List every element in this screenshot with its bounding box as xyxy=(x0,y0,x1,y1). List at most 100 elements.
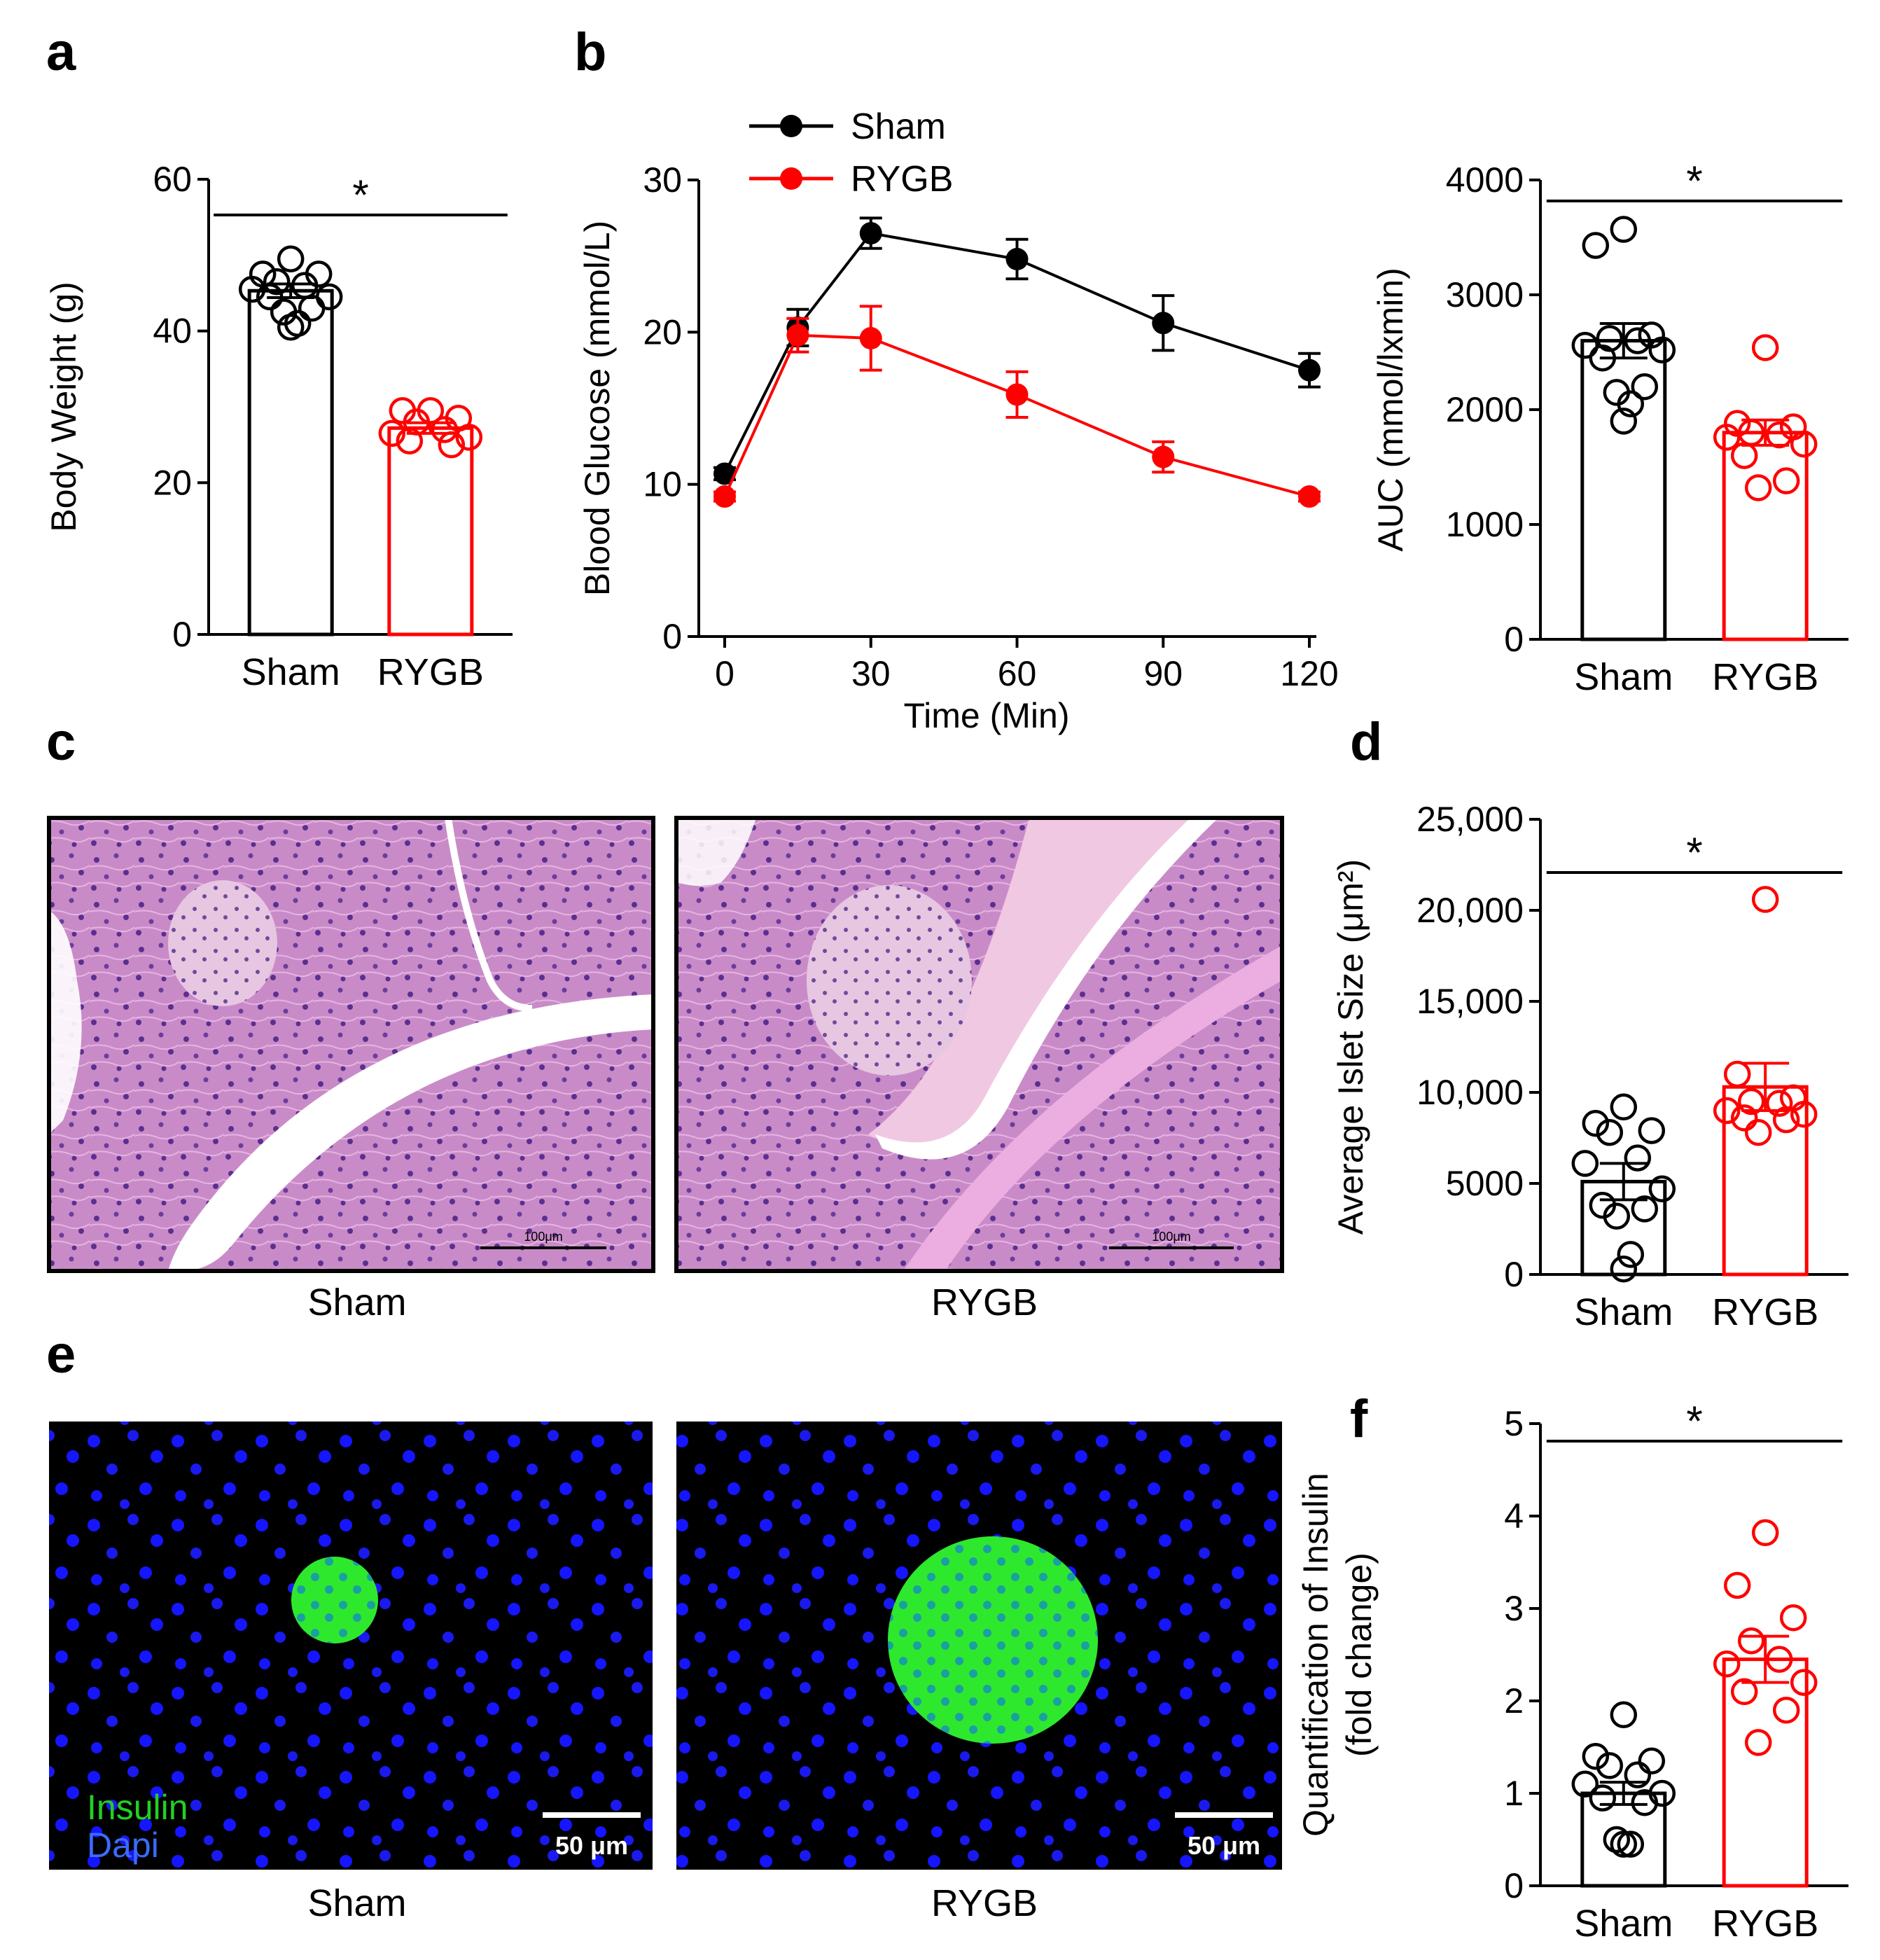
panel-letter-f: f xyxy=(1350,1389,1368,1449)
x-category-label: Sham xyxy=(1574,656,1673,698)
data-point-rygb xyxy=(1751,334,1779,361)
data-point-rygb xyxy=(1772,1106,1800,1134)
data-point-sham xyxy=(1624,1144,1652,1172)
data-point-sham xyxy=(1603,1826,1631,1854)
significance-star: * xyxy=(352,172,368,218)
data-point-rygb xyxy=(1730,1678,1758,1706)
caption-c-rygb: RYGB xyxy=(931,1281,1038,1323)
panel-letter-a: a xyxy=(46,22,76,82)
y-tick-label: 30 xyxy=(643,160,682,200)
chart-insulin-quant: 0 1 2 3 4 5 Sham RYGB * Quantification of Insulin… xyxy=(1296,1398,1848,1945)
bar-sham xyxy=(247,289,334,637)
scale-bar-if-rygb xyxy=(1175,1812,1273,1818)
y-tick-label: 20 xyxy=(643,312,682,352)
x-axis-label: Time (Min) xyxy=(903,696,1069,735)
legend-label-sham: Sham xyxy=(851,106,946,147)
he-image-sham: 100μm xyxy=(47,816,655,1273)
data-point-sham xyxy=(277,314,305,341)
data-point-sham xyxy=(1610,1701,1638,1729)
y-tick-label: 20 xyxy=(153,463,192,502)
panel-letter-c: c xyxy=(46,712,76,772)
data-point-rygb xyxy=(403,408,431,436)
scale-label-if-sham: 50 μm xyxy=(555,1831,628,1860)
data-point-sham xyxy=(1631,1195,1659,1223)
y-axis-label: Quantification of Insulin xyxy=(1296,1473,1335,1837)
islet-rygb-he xyxy=(807,885,972,1076)
data-point-sham xyxy=(277,245,305,272)
panel-letter-b: b xyxy=(574,22,606,82)
data-point-rygb xyxy=(786,324,809,347)
y-tick-label: 25,000 xyxy=(1416,800,1524,839)
y-axis-label: Blood Glucose (mmol/L) xyxy=(578,221,617,596)
legend-dapi: Dapi xyxy=(87,1826,159,1865)
data-point-rygb xyxy=(1737,1087,1765,1115)
data-point-rygb xyxy=(1790,430,1818,458)
data-point-rygb xyxy=(713,485,736,508)
data-point-rygb xyxy=(378,419,406,447)
bar-sham xyxy=(1580,339,1667,641)
data-point-sham xyxy=(1631,1788,1659,1816)
data-point-rygb xyxy=(1790,1669,1818,1696)
y-tick-label: 4000 xyxy=(1446,160,1524,200)
islet-sham-he xyxy=(168,880,277,1006)
data-point-rygb xyxy=(1713,1097,1741,1125)
y-tick-label: 2 xyxy=(1504,1681,1524,1721)
data-point-sham xyxy=(1631,373,1659,401)
data-point-rygb xyxy=(1744,1118,1772,1146)
data-point-rygb xyxy=(455,424,483,451)
data-point-sham xyxy=(1571,1770,1599,1798)
y-tick-label: 10,000 xyxy=(1416,1073,1524,1112)
scale-bar-if-sham xyxy=(543,1812,641,1818)
data-point-sham xyxy=(1582,1109,1610,1137)
x-category-label: RYGB xyxy=(1712,656,1818,698)
panel-letter-e: e xyxy=(46,1325,76,1384)
y-tick-label: 1 xyxy=(1504,1774,1524,1813)
data-point-rygb xyxy=(1790,1100,1818,1128)
data-point-sham xyxy=(1638,1747,1666,1775)
data-point-sham xyxy=(1589,1784,1617,1812)
islet-rygb-insulin xyxy=(888,1536,1098,1744)
data-point-sham xyxy=(1617,1241,1645,1268)
x-category-label: RYGB xyxy=(1712,1291,1818,1333)
islet-sham-insulin xyxy=(291,1557,378,1643)
data-point-sham xyxy=(1571,331,1599,359)
y-axis-label: Body Weight (g) xyxy=(44,282,83,532)
scale-label-he-sham: 100μm xyxy=(524,1230,562,1244)
y-tick-label: 2000 xyxy=(1446,390,1524,429)
chart-glucose-curve: 0 10 20 30 0 30 60 90 120 Sham RYGB Blood Glucose (… xyxy=(578,106,1339,735)
data-point-rygb xyxy=(1730,1104,1758,1132)
y-tick-label: 4 xyxy=(1504,1496,1524,1536)
data-point-sham xyxy=(238,275,266,303)
if-image-rygb: 50 μm xyxy=(676,1422,1282,1870)
data-point-rygb xyxy=(1723,1060,1751,1088)
y-tick-label: 0 xyxy=(1504,620,1524,659)
data-point-rygb xyxy=(1751,1519,1779,1547)
chart-islet-size: 0 5000 10,000 15,000 20,000 25,000 Sham RYGB * Av… xyxy=(1331,800,1848,1333)
data-point-sham xyxy=(713,462,736,485)
data-point-rygb xyxy=(396,427,424,454)
data-point-sham xyxy=(1582,1742,1610,1770)
data-point-sham xyxy=(1603,1202,1631,1230)
x-category-label: RYGB xyxy=(377,651,484,693)
y-tick-label: 0 xyxy=(662,617,682,656)
data-point-rygb xyxy=(1737,1627,1765,1655)
data-point-rygb xyxy=(1730,442,1758,469)
caption-c-sham: Sham xyxy=(307,1281,406,1323)
x-tick-label: 0 xyxy=(715,654,734,693)
data-point-sham xyxy=(256,283,284,311)
data-point-rygb xyxy=(1152,445,1175,468)
x-tick-label: 30 xyxy=(851,654,891,693)
data-point-sham xyxy=(1005,248,1029,271)
data-point-rygb xyxy=(1713,424,1741,451)
data-point-sham xyxy=(1610,1830,1638,1858)
bar-rygb xyxy=(1722,1657,1809,1888)
data-point-sham xyxy=(298,294,326,322)
x-tick-label: 120 xyxy=(1280,654,1338,693)
data-point-rygb xyxy=(1005,383,1029,406)
data-point-rygb xyxy=(438,431,466,459)
data-point-sham xyxy=(1610,408,1638,435)
y-axis-label: AUC (mmol/lxmin) xyxy=(1371,267,1410,552)
y-tick-label: 3000 xyxy=(1446,275,1524,314)
panel-letter-d: d xyxy=(1350,712,1382,772)
series-line-sham xyxy=(723,231,1310,475)
